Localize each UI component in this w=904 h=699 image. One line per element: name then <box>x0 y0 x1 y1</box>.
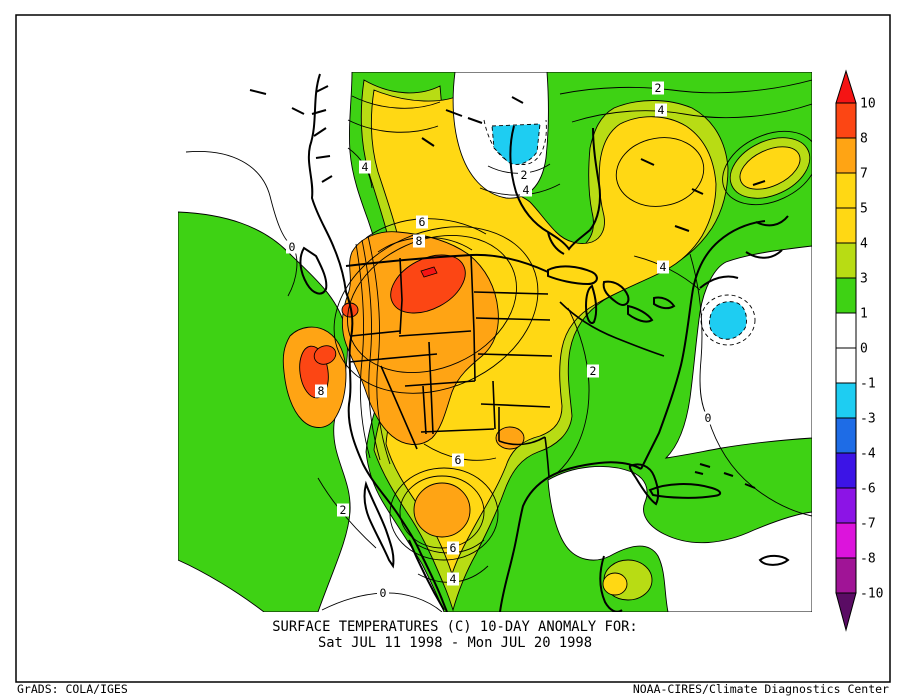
colorbar-arrow-above-max <box>836 71 856 103</box>
colorbar-segment <box>836 138 856 173</box>
colorbar-tick-label: -8 <box>860 552 876 567</box>
colorbar-tick-label: 10 <box>860 97 876 112</box>
contour-label: 4 <box>660 260 667 274</box>
contour-label: 4 <box>658 103 665 117</box>
colorbar-tick-label: -4 <box>860 447 876 462</box>
contour-label: 8 <box>318 384 325 398</box>
contour-label: 6 <box>455 453 462 467</box>
mexico-orange-blob <box>414 483 470 537</box>
oklahoma-orange-spot <box>496 427 524 449</box>
colorbar-segment <box>836 453 856 488</box>
colorbar-tick-label: -10 <box>860 587 883 602</box>
contour-label: 6 <box>450 541 457 555</box>
credit-grads: GrADS: COLA/IGES <box>17 682 128 696</box>
colorbar-tick-label: 5 <box>860 202 868 217</box>
colorbar-tick-label: -1 <box>860 377 876 392</box>
colorbar-tick-label: 3 <box>860 272 868 287</box>
contour-label: 2 <box>590 364 597 378</box>
grads-plot-page: 40242468482062640 108754310-1-3-4-6-7-8-… <box>0 0 904 699</box>
contour-label: 2 <box>521 168 528 182</box>
colorbar-segment <box>836 278 856 313</box>
colorbar-segment <box>836 173 856 208</box>
colorbar-tick-label: 4 <box>860 237 868 252</box>
colorbar-segment <box>836 208 856 243</box>
colorbar-tick-label: 7 <box>860 167 868 182</box>
temperature-anomaly-map: 40242468482062640 108754310-1-3-4-6-7-8-… <box>0 0 904 699</box>
colorbar-segments <box>836 103 856 593</box>
colorbar: 108754310-1-3-4-6-7-8-10 <box>836 71 883 630</box>
contour-label: 4 <box>362 160 369 174</box>
yucatan-warm-core <box>603 560 652 600</box>
map-plot-area <box>178 72 829 612</box>
colorbar-segment <box>836 558 856 593</box>
colorbar-segment <box>836 348 856 383</box>
colorbar-segment <box>836 418 856 453</box>
colorbar-segment <box>836 523 856 558</box>
contour-label: 0 <box>380 586 387 600</box>
contour-label: 6 <box>419 215 426 229</box>
colorbar-tick-label: 0 <box>860 342 868 357</box>
plot-title-line1: SURFACE TEMPERATURES (C) 10-DAY ANOMALY … <box>272 619 637 635</box>
colorbar-segment <box>836 383 856 418</box>
contour-label: 8 <box>416 234 423 248</box>
contour-label: 0 <box>289 240 296 254</box>
colorbar-tick-label: 1 <box>860 307 868 322</box>
credit-noaa: NOAA-CIRES/Climate Diagnostics Center <box>633 682 889 696</box>
contour-label: 4 <box>450 572 457 586</box>
colorbar-tick-label: 8 <box>860 132 868 147</box>
contour-label: 2 <box>655 81 662 95</box>
contour-label: 2 <box>340 503 347 517</box>
colorbar-tick-label: -3 <box>860 412 876 427</box>
colorbar-tick-label: -6 <box>860 482 876 497</box>
colorbar-tick-label: -7 <box>860 517 876 532</box>
colorbar-segment <box>836 488 856 523</box>
plot-title-line2: Sat JUL 11 1998 - Mon JUL 20 1998 <box>318 635 592 651</box>
colorbar-segment <box>836 243 856 278</box>
colorbar-segment <box>836 103 856 138</box>
colorbar-tick-labels: 108754310-1-3-4-6-7-8-10 <box>860 97 883 602</box>
colorbar-arrow-below-min <box>836 593 856 630</box>
contour-label: 4 <box>523 183 530 197</box>
contour-label: 0 <box>705 411 712 425</box>
colorbar-segment <box>836 313 856 348</box>
